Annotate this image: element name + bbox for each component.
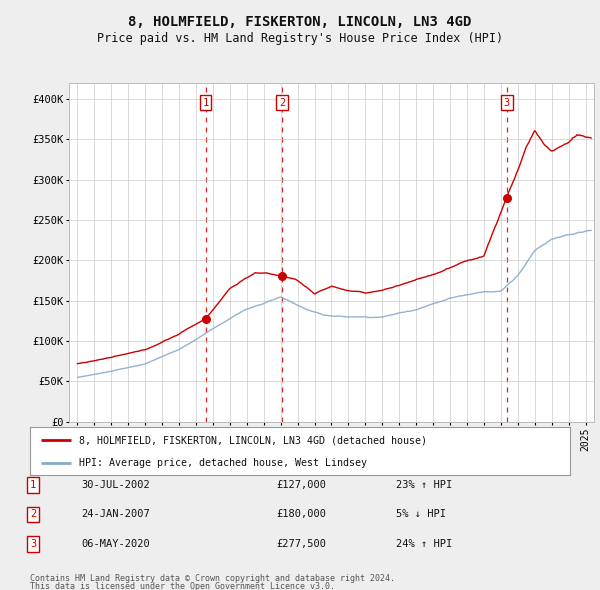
Text: 8, HOLMFIELD, FISKERTON, LINCOLN, LN3 4GD: 8, HOLMFIELD, FISKERTON, LINCOLN, LN3 4G…: [128, 15, 472, 29]
Text: Price paid vs. HM Land Registry's House Price Index (HPI): Price paid vs. HM Land Registry's House …: [97, 32, 503, 45]
Text: This data is licensed under the Open Government Licence v3.0.: This data is licensed under the Open Gov…: [30, 582, 335, 590]
Text: 2: 2: [30, 510, 36, 519]
Text: Contains HM Land Registry data © Crown copyright and database right 2024.: Contains HM Land Registry data © Crown c…: [30, 574, 395, 583]
Text: 1: 1: [30, 480, 36, 490]
Text: £127,000: £127,000: [276, 480, 326, 490]
Text: £180,000: £180,000: [276, 510, 326, 519]
Text: 5% ↓ HPI: 5% ↓ HPI: [396, 510, 446, 519]
Text: 3: 3: [30, 539, 36, 549]
Text: 24-JAN-2007: 24-JAN-2007: [81, 510, 150, 519]
Text: 23% ↑ HPI: 23% ↑ HPI: [396, 480, 452, 490]
Text: 06-MAY-2020: 06-MAY-2020: [81, 539, 150, 549]
Text: 1: 1: [203, 98, 209, 108]
Text: 24% ↑ HPI: 24% ↑ HPI: [396, 539, 452, 549]
Text: 30-JUL-2002: 30-JUL-2002: [81, 480, 150, 490]
Text: £277,500: £277,500: [276, 539, 326, 549]
Text: 2: 2: [279, 98, 285, 108]
Text: 3: 3: [503, 98, 510, 108]
Text: HPI: Average price, detached house, West Lindsey: HPI: Average price, detached house, West…: [79, 458, 367, 468]
Text: 8, HOLMFIELD, FISKERTON, LINCOLN, LN3 4GD (detached house): 8, HOLMFIELD, FISKERTON, LINCOLN, LN3 4G…: [79, 435, 427, 445]
